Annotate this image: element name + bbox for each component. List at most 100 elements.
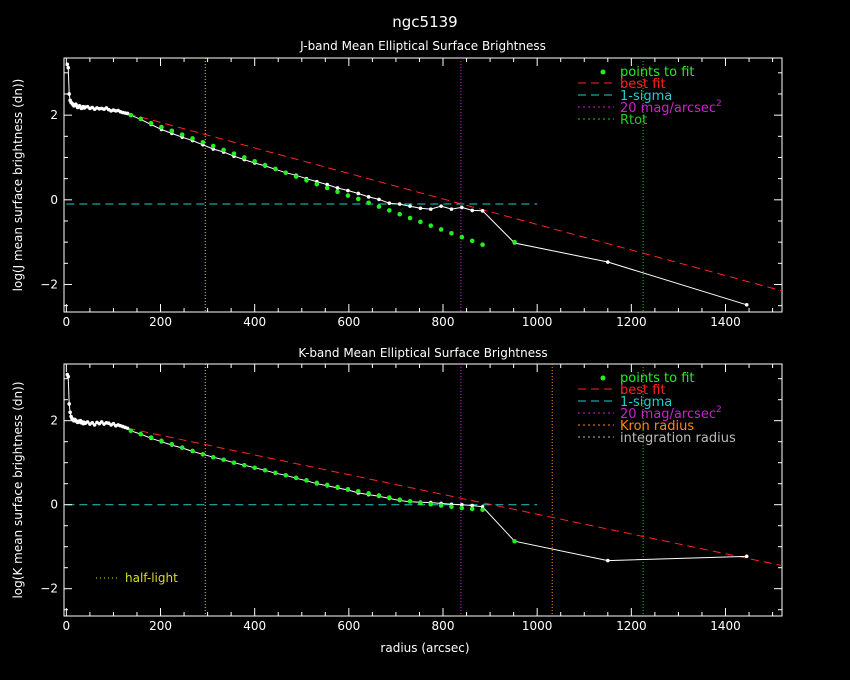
fit-point: [376, 493, 382, 498]
panel-title: K-band Mean Elliptical Surface Brightnes…: [298, 346, 547, 360]
fit-point: [128, 112, 134, 118]
fit-point: [231, 151, 237, 156]
fit-point: [335, 484, 340, 490]
fit-point: [159, 124, 164, 130]
fit-point: [293, 174, 299, 179]
profile-point: [335, 186, 340, 190]
profile-point: [605, 558, 610, 563]
fit-point: [169, 441, 175, 447]
profile-point: [66, 65, 71, 70]
y-tick-label: 0: [50, 498, 58, 512]
profile-point: [408, 204, 412, 208]
fit-point: [190, 136, 195, 141]
legend-label: points to fit: [620, 371, 695, 386]
fit-point: [407, 215, 413, 221]
x-tick-label: 600: [337, 619, 360, 633]
fit-point: [355, 196, 361, 202]
x-tick-label: 200: [149, 619, 172, 633]
x-tick-label: 400: [243, 619, 266, 633]
legend-label: integration radius: [620, 431, 736, 446]
legend-label-superscript: 2: [716, 99, 722, 109]
x-tick-label: 0: [63, 619, 71, 633]
fit-point: [480, 507, 485, 513]
profile-point: [418, 206, 423, 211]
y-tick-label: 0: [50, 193, 58, 207]
fit-point: [252, 465, 257, 471]
profile-point: [387, 201, 392, 206]
y-tick-label: 2: [50, 108, 58, 122]
x-tick-label: 1200: [616, 619, 647, 633]
fit-point: [179, 445, 185, 450]
x-tick-label: 1400: [710, 315, 741, 329]
x-tick-label: 1200: [616, 315, 647, 329]
legend-label: Rtot: [620, 113, 647, 128]
x-tick-label: 800: [432, 315, 455, 329]
fit-point: [252, 158, 257, 164]
x-tick-label: 1000: [522, 619, 553, 633]
fit-point: [345, 486, 351, 492]
fit-point: [190, 448, 195, 454]
fit-point: [428, 501, 434, 507]
legend-label: best fit: [620, 383, 666, 398]
fit-point: [512, 538, 517, 544]
fit-point: [242, 155, 247, 160]
fit-point: [449, 230, 454, 236]
profile-point: [480, 209, 485, 213]
profile-point: [397, 202, 402, 206]
fit-point: [428, 223, 434, 228]
x-tick-label: 1000: [522, 315, 553, 329]
best-fit-line: [127, 427, 782, 567]
fit-point: [221, 457, 226, 463]
figure-title: ngc5139: [392, 13, 457, 31]
profile-point: [125, 111, 130, 116]
profile-point: [90, 421, 95, 425]
fit-point: [262, 162, 268, 168]
fit-point: [262, 467, 268, 473]
fit-point: [324, 185, 330, 191]
fit-point: [438, 503, 444, 508]
x-axis-label: radius (arcsec): [380, 641, 469, 655]
profile-point: [460, 502, 464, 507]
profile-point: [428, 207, 433, 211]
fit-point: [179, 132, 185, 137]
panel-title: J-band Mean Elliptical Surface Brightnes…: [299, 39, 546, 53]
fit-point: [273, 166, 278, 172]
fit-point: [459, 234, 465, 240]
legend-label: points to fit: [620, 65, 695, 80]
fit-point: [210, 454, 216, 460]
fit-point: [148, 120, 154, 126]
x-tick-label: 0: [63, 315, 71, 329]
fit-point: [438, 227, 444, 232]
fit-point: [138, 431, 144, 437]
fit-point: [397, 497, 402, 502]
fit-point: [418, 500, 423, 506]
profile-point: [68, 410, 72, 415]
legend-label: Kron radius: [620, 419, 694, 434]
legend-label: 1-sigma: [620, 89, 672, 104]
fit-point: [366, 200, 371, 206]
x-tick-label: 200: [149, 315, 172, 329]
fit-point: [407, 499, 413, 504]
profile-point: [67, 92, 71, 96]
legend-label: 20 mag/arcsec2: [620, 99, 722, 116]
profile-point: [111, 421, 116, 426]
fit-point: [210, 143, 216, 149]
legend-label: best fit: [620, 77, 666, 92]
fit-point: [418, 219, 423, 225]
best-fit-line: [127, 112, 782, 292]
legend-marker: [600, 375, 606, 381]
half-light-legend-label: half-light: [125, 571, 178, 585]
legend-label: 1-sigma: [620, 395, 672, 410]
fit-point: [387, 208, 392, 213]
profile-point: [356, 191, 361, 196]
y-axis-label: log(K mean surface brightness (dn)): [11, 381, 25, 598]
fit-point: [273, 470, 278, 476]
fit-point: [355, 488, 361, 494]
panel-j-band: J-band Mean Elliptical Surface Brightnes…: [11, 39, 783, 329]
profile-point: [85, 420, 90, 424]
profile-point: [66, 374, 71, 379]
profile-point: [470, 503, 475, 508]
x-tick-label: 600: [337, 315, 360, 329]
fit-point: [366, 491, 371, 496]
